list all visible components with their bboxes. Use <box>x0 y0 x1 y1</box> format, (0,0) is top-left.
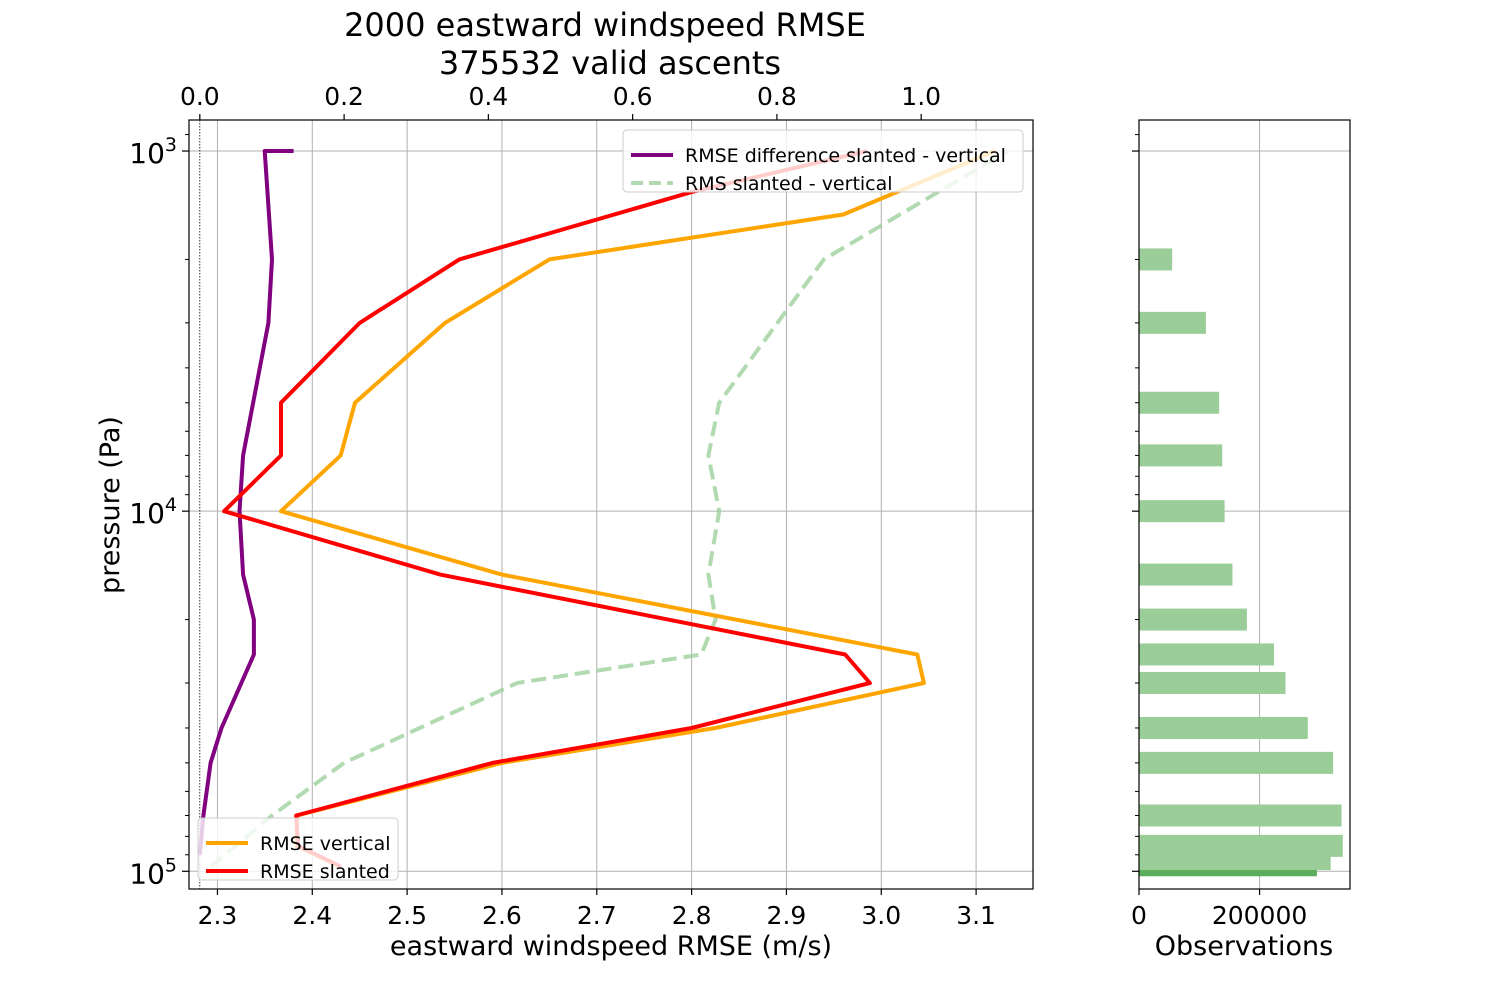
bottom-axis-ticks: 2.3 2.4 2.5 2.6 2.7 2.8 2.9 3.0 3.1 <box>198 889 996 930</box>
observation-bar <box>1139 866 1317 877</box>
top-tick-label: 0.4 <box>468 82 508 111</box>
legend-box <box>622 129 1024 193</box>
main-series <box>197 149 1009 869</box>
x-axis-label: eastward windspeed RMSE (m/s) <box>390 931 832 962</box>
top-tick-label: 0.6 <box>613 82 653 111</box>
observations-plot: 0 200000 Observations <box>1131 119 1351 962</box>
main-grid <box>189 120 1033 889</box>
observation-bar <box>1139 444 1223 467</box>
main-plot-frame <box>188 119 1034 890</box>
x-tick-label: 2.5 <box>387 901 427 930</box>
x-tick-label: 2.9 <box>767 901 807 930</box>
y-tick-label: 104 <box>129 494 177 530</box>
legend-label: RMS slanted - vertical <box>685 173 893 195</box>
x-tick-label: 2.7 <box>577 901 617 930</box>
observation-bar <box>1139 643 1275 666</box>
observations-x-ticks: 0 200000 <box>1131 889 1307 930</box>
x-tick-label: 2.6 <box>482 901 522 930</box>
observation-bar <box>1139 751 1334 774</box>
x-tick-label: 2.3 <box>198 901 238 930</box>
series-line-rms-slanted-vertical <box>209 149 1009 869</box>
y-tick-base: 10 <box>129 497 165 530</box>
y-axis-label: pressure (Pa) <box>95 416 126 594</box>
series-line-rmse-difference-slanted-vertical <box>197 149 294 855</box>
observation-bar <box>1139 248 1173 271</box>
observation-bar <box>1139 804 1342 827</box>
y-tick-label: 105 <box>129 854 177 890</box>
observation-bar <box>1139 671 1286 694</box>
observation-bar <box>1139 834 1343 857</box>
observations-bars <box>1139 248 1343 877</box>
y-tick-base: 10 <box>129 137 165 170</box>
y-tick-exponent: 5 <box>165 854 177 876</box>
y-tick-exponent: 3 <box>165 134 177 156</box>
legend-lower-left: RMSE vertical RMSE slanted <box>197 817 399 883</box>
top-tick-label: 1.0 <box>901 82 941 111</box>
top-tick-label: 0.0 <box>180 82 220 111</box>
top-tick-label: 0.2 <box>324 82 364 111</box>
series-line-rmse-vertical <box>279 149 996 869</box>
legend-upper-right: RMSE difference slanted - vertical RMS sl… <box>622 129 1024 195</box>
main-plot: 2.3 2.4 2.5 2.6 2.7 2.8 2.9 3.0 3.1 0.0 0.2 0.4 0.6… <box>95 82 1034 962</box>
observation-bar <box>1139 391 1220 414</box>
x-tick-label: 3.0 <box>861 901 901 930</box>
top-axis-ticks: 0.0 0.2 0.4 0.6 0.8 1.0 <box>180 82 941 120</box>
observation-bar <box>1139 563 1233 586</box>
observation-bar <box>1139 716 1308 739</box>
x-tick-label: 3.1 <box>956 901 996 930</box>
y-tick-exponent: 4 <box>165 494 177 516</box>
chart-title-line2: 375532 valid ascents <box>439 44 781 82</box>
legend-label: RMSE vertical <box>260 833 391 855</box>
observation-bar <box>1139 608 1247 631</box>
observations-axis-label: Observations <box>1155 931 1333 962</box>
x-tick-label: 2.8 <box>672 901 712 930</box>
chart-title-line1: 2000 eastward windspeed RMSE <box>344 6 866 44</box>
y-tick-base: 10 <box>129 857 165 890</box>
obs-x-tick-label: 0 <box>1131 901 1147 930</box>
observations-y-ticks <box>1132 134 1139 872</box>
observations-plot-frame <box>1138 119 1351 890</box>
x-tick-label: 2.4 <box>292 901 332 930</box>
obs-x-tick-label: 200000 <box>1212 901 1307 930</box>
series-line-rmse-slanted <box>222 149 872 869</box>
observation-bar <box>1139 500 1225 523</box>
legend-label: RMSE slanted <box>260 861 390 883</box>
legend-label: RMSE difference slanted - vertical <box>685 145 1006 167</box>
legend-box <box>197 817 399 881</box>
top-tick-label: 0.8 <box>757 82 797 111</box>
y-tick-label: 103 <box>129 134 177 170</box>
observation-bar <box>1139 311 1206 334</box>
